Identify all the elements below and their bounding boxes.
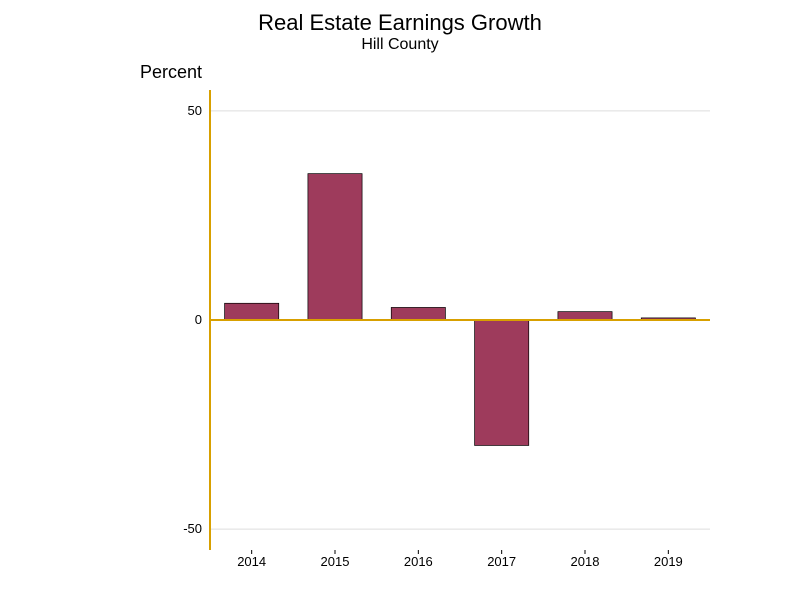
svg-text:50: 50 [188,103,202,118]
x-tick-label: 2015 [321,554,350,569]
x-tick-label: 2016 [404,554,433,569]
x-tick-label: 2017 [487,554,516,569]
bar [475,320,529,445]
chart-svg: -50 0 50 2014 2015 2016 2017 2018 2019 [0,0,800,600]
bar [308,174,362,320]
bar [225,303,279,320]
svg-text:0: 0 [195,312,202,327]
chart-container: Real Estate Earnings Growth Hill County … [0,0,800,600]
bar [558,312,612,320]
x-tick-label: 2014 [237,554,266,569]
x-tick-label: 2019 [654,554,683,569]
bar [391,307,445,320]
svg-text:-50: -50 [183,521,202,536]
x-tick-label: 2018 [571,554,600,569]
